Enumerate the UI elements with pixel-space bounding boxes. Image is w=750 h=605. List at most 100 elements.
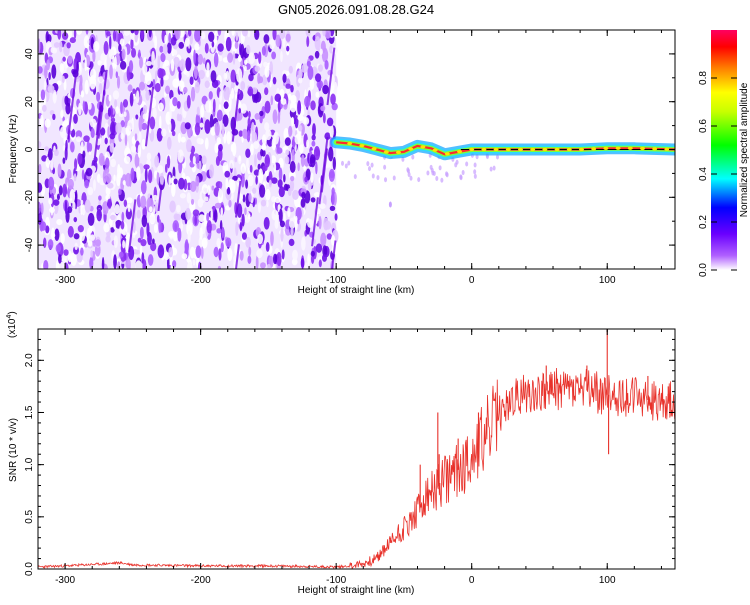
noise-blob: [292, 189, 299, 200]
noise-blob: [244, 65, 247, 72]
noise-blob: [206, 62, 210, 73]
noise-region: [38, 30, 339, 269]
noise-blob: [192, 209, 200, 217]
noise-blob: [247, 214, 251, 220]
noise-blob: [122, 240, 126, 249]
noise-blob: [206, 220, 212, 234]
noise-blob: [106, 31, 112, 37]
track-speckle: [370, 162, 374, 168]
noise-blob: [189, 180, 197, 193]
noise-blob: [154, 155, 160, 168]
track-speckle: [430, 167, 434, 173]
noise-blob: [318, 215, 322, 230]
noise-blob: [84, 79, 89, 95]
noise-blob: [244, 59, 248, 65]
noise-blob: [184, 40, 190, 46]
noise-blob: [303, 117, 310, 125]
noise-blob: [55, 244, 62, 253]
noise-blob: [251, 131, 258, 144]
noise-blob: [86, 228, 91, 243]
noise-blob: [38, 201, 42, 214]
noise-blob: [264, 122, 270, 131]
noise-blob: [93, 179, 96, 192]
track-speckle: [347, 160, 351, 166]
noise-blob: [230, 69, 237, 84]
noise-blob: [43, 237, 47, 249]
noise-blob: [147, 169, 153, 184]
track-speckle: [473, 169, 477, 175]
noise-blob: [76, 30, 83, 35]
noise-blob: [113, 235, 118, 248]
noise-blob: [90, 250, 93, 258]
noise-blob: [301, 63, 308, 74]
noise-blob: [297, 115, 305, 121]
noise-blob: [185, 207, 191, 221]
noise-blob: [197, 53, 204, 65]
noise-blob: [276, 251, 282, 267]
noise-blob: [165, 85, 171, 95]
noise-blob: [214, 202, 222, 209]
noise-blob: [104, 137, 108, 145]
noise-blob: [186, 261, 193, 269]
track-peak: [469, 147, 475, 152]
noise-blob: [135, 90, 140, 104]
noise-blob: [192, 259, 196, 266]
noise-blob: [247, 117, 251, 128]
noise-blob: [70, 141, 75, 153]
noise-blob: [159, 45, 164, 53]
y-tick-label: 0.0: [24, 562, 35, 576]
noise-blob: [48, 71, 51, 81]
noise-blob: [96, 208, 102, 222]
noise-blob: [218, 143, 223, 152]
noise-blob: [310, 197, 316, 203]
noise-blob: [118, 251, 124, 258]
noise-blob: [257, 202, 261, 213]
noise-blob: [206, 212, 210, 222]
noise-blob: [190, 198, 195, 205]
noise-blob: [46, 59, 51, 71]
track-speckle: [411, 154, 415, 160]
snr-y-label: SNR (10 * v/v): [8, 418, 19, 482]
noise-blob: [217, 30, 222, 36]
noise-blob: [186, 71, 190, 77]
noise-blob: [56, 219, 63, 226]
noise-blob: [208, 91, 213, 100]
noise-blob: [176, 204, 181, 213]
noise-blob: [163, 251, 170, 261]
track-speckle: [461, 170, 465, 176]
noise-blob: [58, 40, 63, 53]
noise-blob: [217, 147, 223, 162]
noise-blob: [225, 177, 229, 190]
noise-blob: [62, 255, 65, 269]
noise-blob: [44, 118, 51, 128]
noise-blob: [297, 100, 302, 115]
noise-blob: [44, 146, 50, 152]
noise-blob: [263, 61, 268, 68]
noise-blob: [187, 30, 192, 37]
track-speckle: [489, 166, 493, 172]
noise-blob: [250, 143, 254, 156]
noise-blob: [65, 102, 71, 115]
noise-blob: [158, 219, 162, 234]
noise-blob: [239, 250, 244, 261]
noise-blob: [160, 77, 164, 87]
colorbar-tick-label: 0.8: [698, 71, 709, 85]
noise-blob: [289, 101, 297, 113]
noise-blob: [242, 128, 248, 139]
noise-blob: [228, 93, 232, 108]
noise-blob: [232, 175, 238, 181]
noise-blob: [260, 199, 267, 207]
noise-blob: [282, 36, 286, 49]
noise-blob: [208, 31, 215, 43]
noise-blob: [252, 187, 257, 194]
noise-blob: [77, 152, 83, 165]
noise-streak: [235, 180, 242, 218]
track-speckle: [368, 166, 372, 172]
noise-blob: [225, 70, 230, 81]
noise-blob: [53, 149, 59, 157]
noise-blob: [89, 234, 96, 241]
noise-blob: [189, 246, 195, 259]
noise-blob: [286, 45, 290, 52]
noise-blob: [38, 163, 42, 175]
noise-blob: [279, 30, 286, 40]
